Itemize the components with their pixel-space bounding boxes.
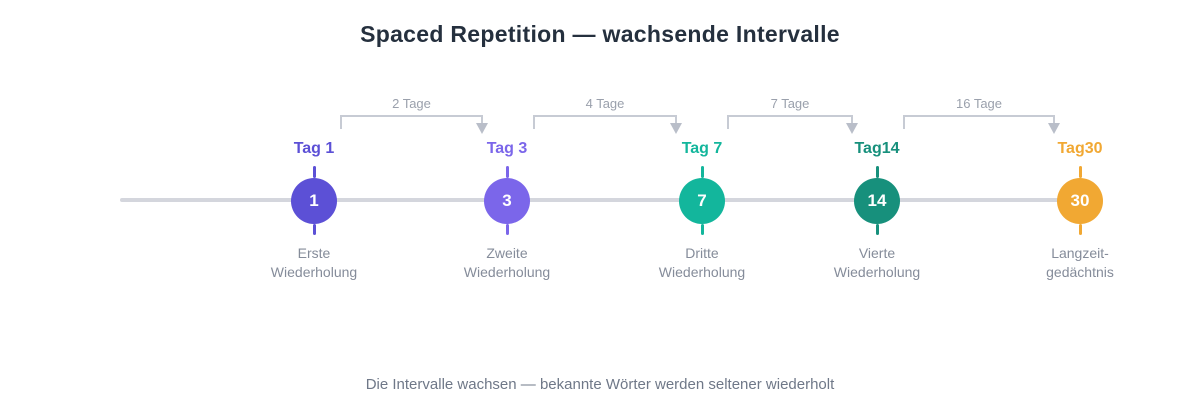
description-line: Wiederholung	[270, 264, 358, 280]
bracket-tick-left	[340, 115, 342, 129]
description-line: Wiederholung	[658, 264, 746, 280]
bracket-tick-left	[727, 115, 729, 129]
interval-label: 4 Tage	[585, 96, 625, 111]
interval-label: 7 Tage	[770, 96, 810, 111]
bracket-tick-right	[1053, 115, 1055, 125]
page-title: Spaced Repetition — wachsende Intervalle	[360, 21, 840, 47]
node-tick-bottom	[875, 224, 879, 235]
node-circle: 3	[484, 178, 530, 224]
bracket-line	[727, 115, 853, 117]
bracket-tick-right	[675, 115, 677, 125]
node-tick-bottom	[1078, 224, 1082, 235]
interval-label: 16 Tage	[955, 96, 1003, 111]
node-day-label: Tag 7	[681, 140, 723, 157]
node-description: Zweite Wiederholung	[427, 244, 587, 282]
timeline-node-1: Tag 1 1 Erste Wiederholung	[234, 140, 394, 282]
description-line: Wiederholung	[833, 264, 921, 280]
node-tick-bottom	[700, 224, 704, 235]
node-description: Erste Wiederholung	[234, 244, 394, 282]
bracket-tick-right	[481, 115, 483, 125]
interval-bracket-1: 2 Tage	[340, 96, 488, 140]
description-line: Erste	[297, 245, 331, 261]
description-line: Dritte	[685, 245, 719, 261]
bracket-tick-left	[533, 115, 535, 129]
bracket-tick-right	[851, 115, 853, 125]
interval-bracket-4: 16 Tage	[903, 96, 1060, 140]
description-line: Vierte	[858, 245, 896, 261]
node-description: Dritte Wiederholung	[622, 244, 782, 282]
node-tick-top	[700, 166, 704, 178]
description-line: Langzeit-	[1051, 245, 1109, 261]
timeline-node-4: Tag14 14 Vierte Wiederholung	[797, 140, 957, 282]
node-description: Langzeit- gedächtnis	[1000, 244, 1160, 282]
down-arrow-icon	[670, 123, 682, 134]
node-circle: 30	[1057, 178, 1103, 224]
down-arrow-icon	[846, 123, 858, 134]
node-day-label: Tag30	[1057, 140, 1103, 157]
down-arrow-icon	[1048, 123, 1060, 134]
down-arrow-icon	[476, 123, 488, 134]
node-tick-bottom	[505, 224, 509, 235]
node-tick-top	[875, 166, 879, 178]
bracket-tick-left	[903, 115, 905, 129]
timeline-node-5: Tag30 30 Langzeit- gedächtnis	[1000, 140, 1160, 282]
node-tick-top	[505, 166, 509, 178]
interval-label: 2 Tage	[392, 96, 431, 111]
node-day-label: Tag 1	[293, 140, 335, 157]
interval-bracket-2: 4 Tage	[533, 96, 682, 140]
description-line: Zweite	[486, 245, 528, 261]
node-description: Vierte Wiederholung	[797, 244, 957, 282]
node-tick-top	[1078, 166, 1082, 178]
bracket-line	[340, 115, 483, 117]
interval-bracket-3: 7 Tage	[727, 96, 858, 140]
description-line: Wiederholung	[463, 264, 551, 280]
node-tick-bottom	[312, 224, 316, 235]
node-circle: 7	[679, 178, 725, 224]
bracket-line	[533, 115, 677, 117]
node-circle: 1	[291, 178, 337, 224]
node-day-label: Tag14	[854, 140, 900, 157]
node-day-label: Tag 3	[486, 140, 528, 157]
node-tick-top	[312, 166, 316, 178]
timeline-node-3: Tag 7 7 Dritte Wiederholung	[622, 140, 782, 282]
node-circle: 14	[854, 178, 900, 224]
timeline-axis	[120, 198, 1080, 202]
caption-text: Die Intervalle wachsen — bekannte Wörter…	[365, 376, 835, 393]
description-line: gedächtnis	[1046, 264, 1114, 280]
bracket-line	[903, 115, 1055, 117]
timeline-node-2: Tag 3 3 Zweite Wiederholung	[427, 140, 587, 282]
